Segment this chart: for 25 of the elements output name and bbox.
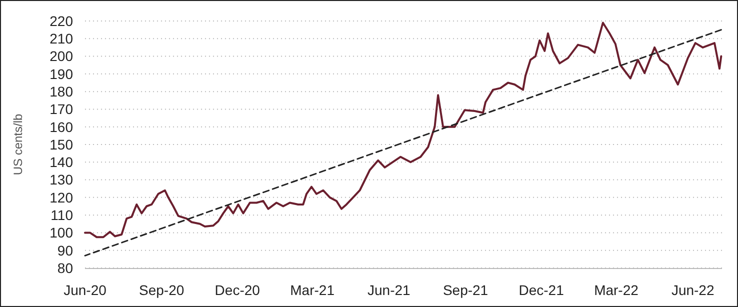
x-tick-label: Jun-22 (671, 282, 714, 298)
y-tick-label: 130 (50, 172, 74, 188)
x-tick-label: Dec-20 (214, 282, 260, 298)
x-tick-label: Mar-21 (290, 282, 335, 298)
y-tick-label: 150 (50, 136, 74, 152)
y-tick-label: 220 (50, 12, 74, 29)
y-tick-label: 80 (57, 260, 74, 276)
y-axis-title: US cents/lb (11, 113, 25, 176)
y-tick-label: 210 (50, 30, 74, 47)
y-tick-label: 200 (50, 48, 74, 64)
y-tick-label: 190 (50, 66, 74, 82)
y-tick-label: 170 (50, 101, 74, 118)
y-tick-label: 120 (50, 189, 74, 206)
y-tick-label: 140 (50, 154, 74, 170)
y-tick-label: 90 (57, 242, 74, 258)
y-tick-label: 100 (50, 224, 74, 241)
x-tick-label: Sep-20 (139, 282, 184, 298)
y-tick-label: 180 (50, 83, 74, 100)
x-tick-label: Dec-21 (518, 282, 564, 298)
x-tick-label: Jun-20 (64, 282, 107, 298)
y-tick-label: 110 (50, 206, 74, 223)
y-tick-label: 160 (50, 118, 74, 135)
x-tick-label: Jun-21 (368, 282, 411, 298)
x-tick-label: Mar-22 (594, 282, 639, 298)
x-tick-label: Sep-21 (442, 282, 488, 298)
